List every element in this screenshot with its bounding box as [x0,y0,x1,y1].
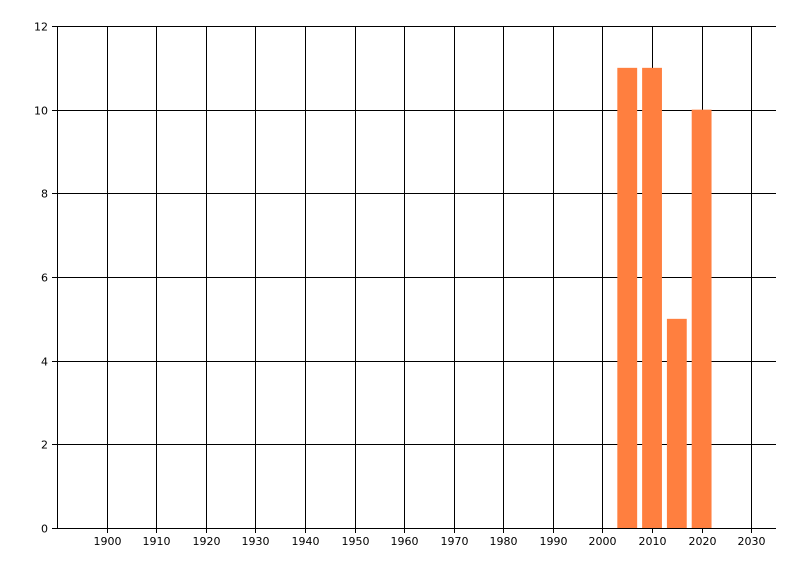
x-tick-label: 1900 [94,535,122,548]
bar [666,318,687,528]
bar [691,109,712,529]
x-tick-label: 1990 [540,535,568,548]
x-tick-label: 1910 [143,535,171,548]
x-tick-label: 1940 [292,535,320,548]
y-tick-label: 2 [41,439,48,452]
x-tick-label: 1930 [242,535,270,548]
bar [617,67,638,528]
x-tick-label: 2020 [689,535,717,548]
y-tick-label: 10 [34,105,48,118]
x-tick-label: 1970 [441,535,469,548]
bar [642,67,662,528]
y-tick-label: 8 [41,188,48,201]
y-tick-label: 12 [34,21,48,34]
grid [52,26,776,533]
x-tick-label: 1960 [391,535,419,548]
y-tick-label: 6 [41,272,48,285]
x-tick-label: 1920 [193,535,221,548]
x-tick-label: 2010 [639,535,667,548]
x-tick-label: 2000 [589,535,617,548]
y-tick-label: 4 [41,356,48,369]
x-tick-label: 2030 [738,535,766,548]
x-tick-label: 1980 [490,535,518,548]
y-tick-label: 0 [41,523,48,536]
axes [57,26,776,529]
x-tick-label: 1950 [342,535,370,548]
bars [617,67,712,529]
tick-labels: 0 2 4 6 8 10 12 1900 1910 1920 1930 1940 1950 1960 197… [34,21,766,549]
